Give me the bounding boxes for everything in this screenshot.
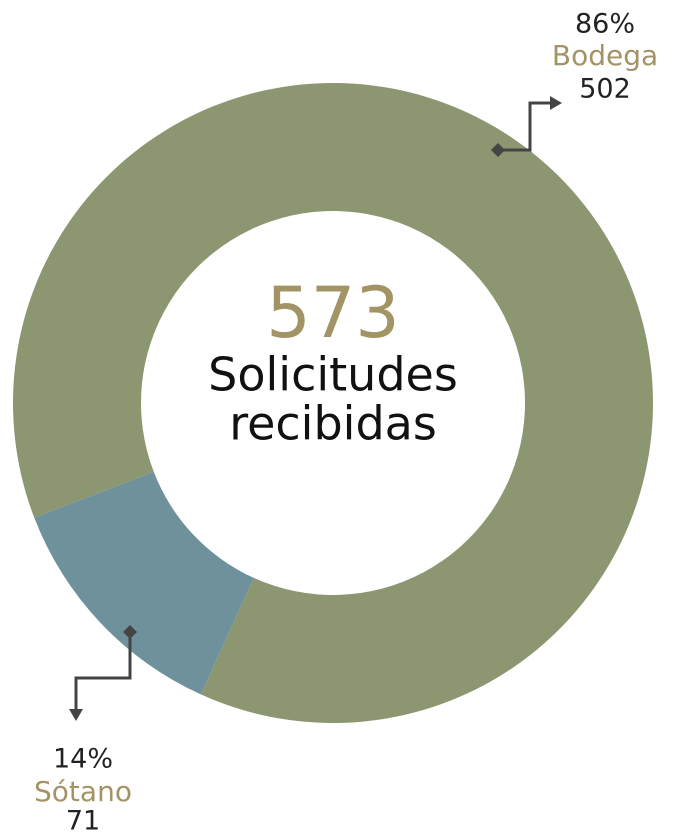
value-label: 502 (579, 74, 631, 105)
center-total: 573 (266, 272, 400, 354)
share-label: 86% (575, 9, 635, 40)
center-label: Solicitudes (208, 348, 458, 402)
leader-marker (69, 96, 562, 721)
category-label: Sótano (34, 775, 132, 808)
donut-segment (34, 471, 254, 695)
center-label: recibidas (229, 397, 437, 451)
value-label: 71 (66, 806, 100, 836)
category-label: Bodega (552, 39, 658, 72)
leader-line (74, 101, 552, 710)
share-label: 14% (53, 744, 113, 775)
donut-segment (13, 82, 653, 724)
donut (13, 82, 653, 724)
